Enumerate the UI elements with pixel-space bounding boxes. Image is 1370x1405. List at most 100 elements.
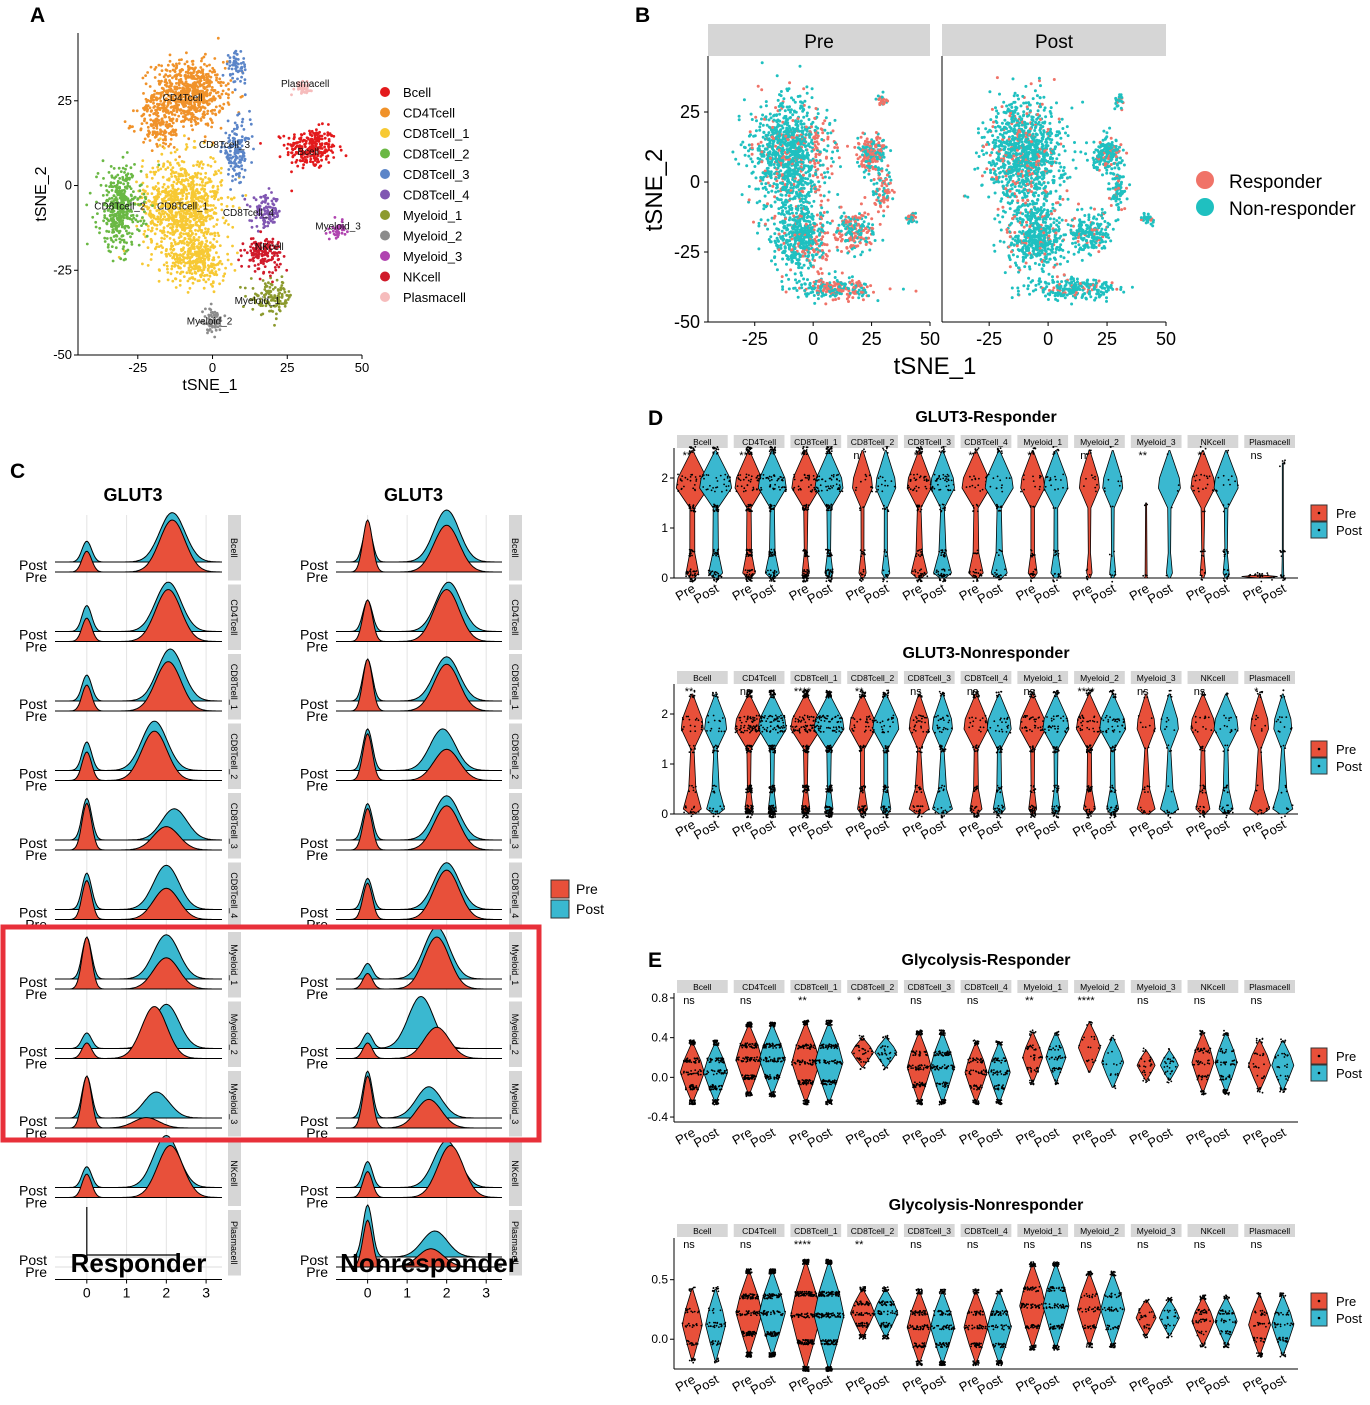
a-point-cd4tcell xyxy=(131,125,134,129)
a-point-cd4tcell xyxy=(213,57,217,60)
b-point xyxy=(814,172,818,176)
b-point xyxy=(774,106,778,110)
a-point-cd8tcell_1 xyxy=(216,188,220,191)
b-point xyxy=(826,167,830,171)
a-point-bcell xyxy=(331,144,334,148)
b-point xyxy=(825,108,829,112)
b-point xyxy=(784,206,788,210)
b-point xyxy=(826,131,830,135)
b-point xyxy=(787,160,790,164)
a-point-cd8tcell_1 xyxy=(180,197,184,201)
a-point-cd8tcell_1 xyxy=(196,171,200,175)
a-point-bcell xyxy=(327,138,331,141)
a-point-cd4tcell xyxy=(181,87,185,90)
b-point xyxy=(799,119,803,123)
a-point-cd8tcell_1 xyxy=(141,159,145,163)
a-point-cd4tcell xyxy=(149,110,153,113)
a-point-cd8tcell_2 xyxy=(126,184,130,188)
b-point xyxy=(827,176,831,180)
a-point-nkcell xyxy=(240,264,244,268)
a-point-cd4tcell xyxy=(145,107,149,110)
b-point xyxy=(798,253,802,257)
a-point-cd4tcell xyxy=(175,119,179,123)
a-point-cd8tcell_1 xyxy=(197,219,201,223)
a-point-cd8tcell_2 xyxy=(119,197,123,200)
b-point xyxy=(773,157,777,161)
b-point xyxy=(803,99,807,103)
b-point xyxy=(793,100,797,104)
a-points xyxy=(85,36,349,339)
b-point xyxy=(788,81,792,85)
b-point xyxy=(803,127,807,131)
a-point-cd8tcell_2 xyxy=(85,242,89,246)
a-point-cd8tcell_1 xyxy=(203,184,207,188)
b-point xyxy=(774,159,778,163)
a-point-myeloid_2 xyxy=(214,328,218,332)
a-point-myeloid_1 xyxy=(275,278,279,282)
b-point xyxy=(776,98,780,102)
a-point-cd8tcell_1 xyxy=(169,226,172,230)
b-point xyxy=(797,188,801,192)
b-point xyxy=(823,181,827,185)
a-point-cd8tcell_3 xyxy=(235,61,238,65)
b-point xyxy=(790,206,794,210)
a-point-cd4tcell xyxy=(218,109,222,113)
a-point-cd4tcell xyxy=(168,59,172,63)
b-point xyxy=(786,163,790,167)
b-point xyxy=(802,173,805,177)
a-point-bcell xyxy=(311,160,315,164)
a-point-cd8tcell_1 xyxy=(146,192,150,196)
a-point-cd4tcell xyxy=(152,126,156,130)
b-point xyxy=(787,277,791,281)
a-point-cd4tcell xyxy=(132,129,136,133)
b-point xyxy=(793,272,797,276)
a-point-myeloid_1 xyxy=(289,293,292,297)
a-point-cd8tcell_1 xyxy=(170,242,173,245)
a-point-cd8tcell_2 xyxy=(111,225,114,229)
a-point-cd4tcell xyxy=(145,100,149,104)
a-point-cd4tcell xyxy=(142,92,145,95)
a-point-cd4tcell xyxy=(153,89,157,93)
b-point xyxy=(769,170,773,174)
a-point-cd8tcell_2 xyxy=(129,235,132,239)
b-point xyxy=(782,97,786,101)
a-point-myeloid_1 xyxy=(280,284,284,287)
a-point-nkcell xyxy=(250,251,254,255)
a-point-cd4tcell xyxy=(145,121,149,125)
b-point xyxy=(796,120,800,123)
a-point-cd4tcell xyxy=(160,117,164,121)
panel-label-e: E xyxy=(648,949,662,972)
b-point xyxy=(804,144,808,148)
a-point-bcell xyxy=(332,156,336,159)
b-point xyxy=(839,165,842,169)
b-point xyxy=(781,176,785,180)
a-point-cd8tcell_2 xyxy=(144,197,148,201)
b-point xyxy=(800,135,804,139)
a-legend-label: Myeloid_1 xyxy=(403,208,462,223)
a-point-myeloid_1 xyxy=(280,280,284,284)
a-point-cd8tcell_1 xyxy=(156,159,160,163)
b-point xyxy=(740,193,744,197)
a-point-cd4tcell xyxy=(206,102,210,106)
a-point-cd8tcell_2 xyxy=(105,189,109,192)
b-point xyxy=(801,150,805,153)
a-point-cd8tcell_1 xyxy=(200,166,204,170)
a-point-cd8tcell_1 xyxy=(192,253,196,257)
a-point-bcell xyxy=(292,137,296,141)
b-point xyxy=(784,193,788,197)
a-point-cd8tcell_4 xyxy=(269,219,273,223)
a-point-cd8tcell_2 xyxy=(102,219,105,223)
a-point-cd8tcell_1 xyxy=(161,175,165,179)
b-point xyxy=(805,153,809,157)
a-point-cd8tcell_1 xyxy=(191,281,195,285)
a-point-myeloid_1 xyxy=(261,279,265,282)
a-point-cd8tcell_2 xyxy=(109,213,112,217)
a-point-cd4tcell xyxy=(196,107,199,110)
b-point xyxy=(750,160,754,164)
b-point xyxy=(824,156,828,160)
a-point-cd8tcell_1 xyxy=(186,279,190,283)
b-point xyxy=(818,255,822,259)
b-point xyxy=(816,175,820,179)
b-point xyxy=(782,213,786,217)
a-point-cd8tcell_1 xyxy=(226,196,230,199)
